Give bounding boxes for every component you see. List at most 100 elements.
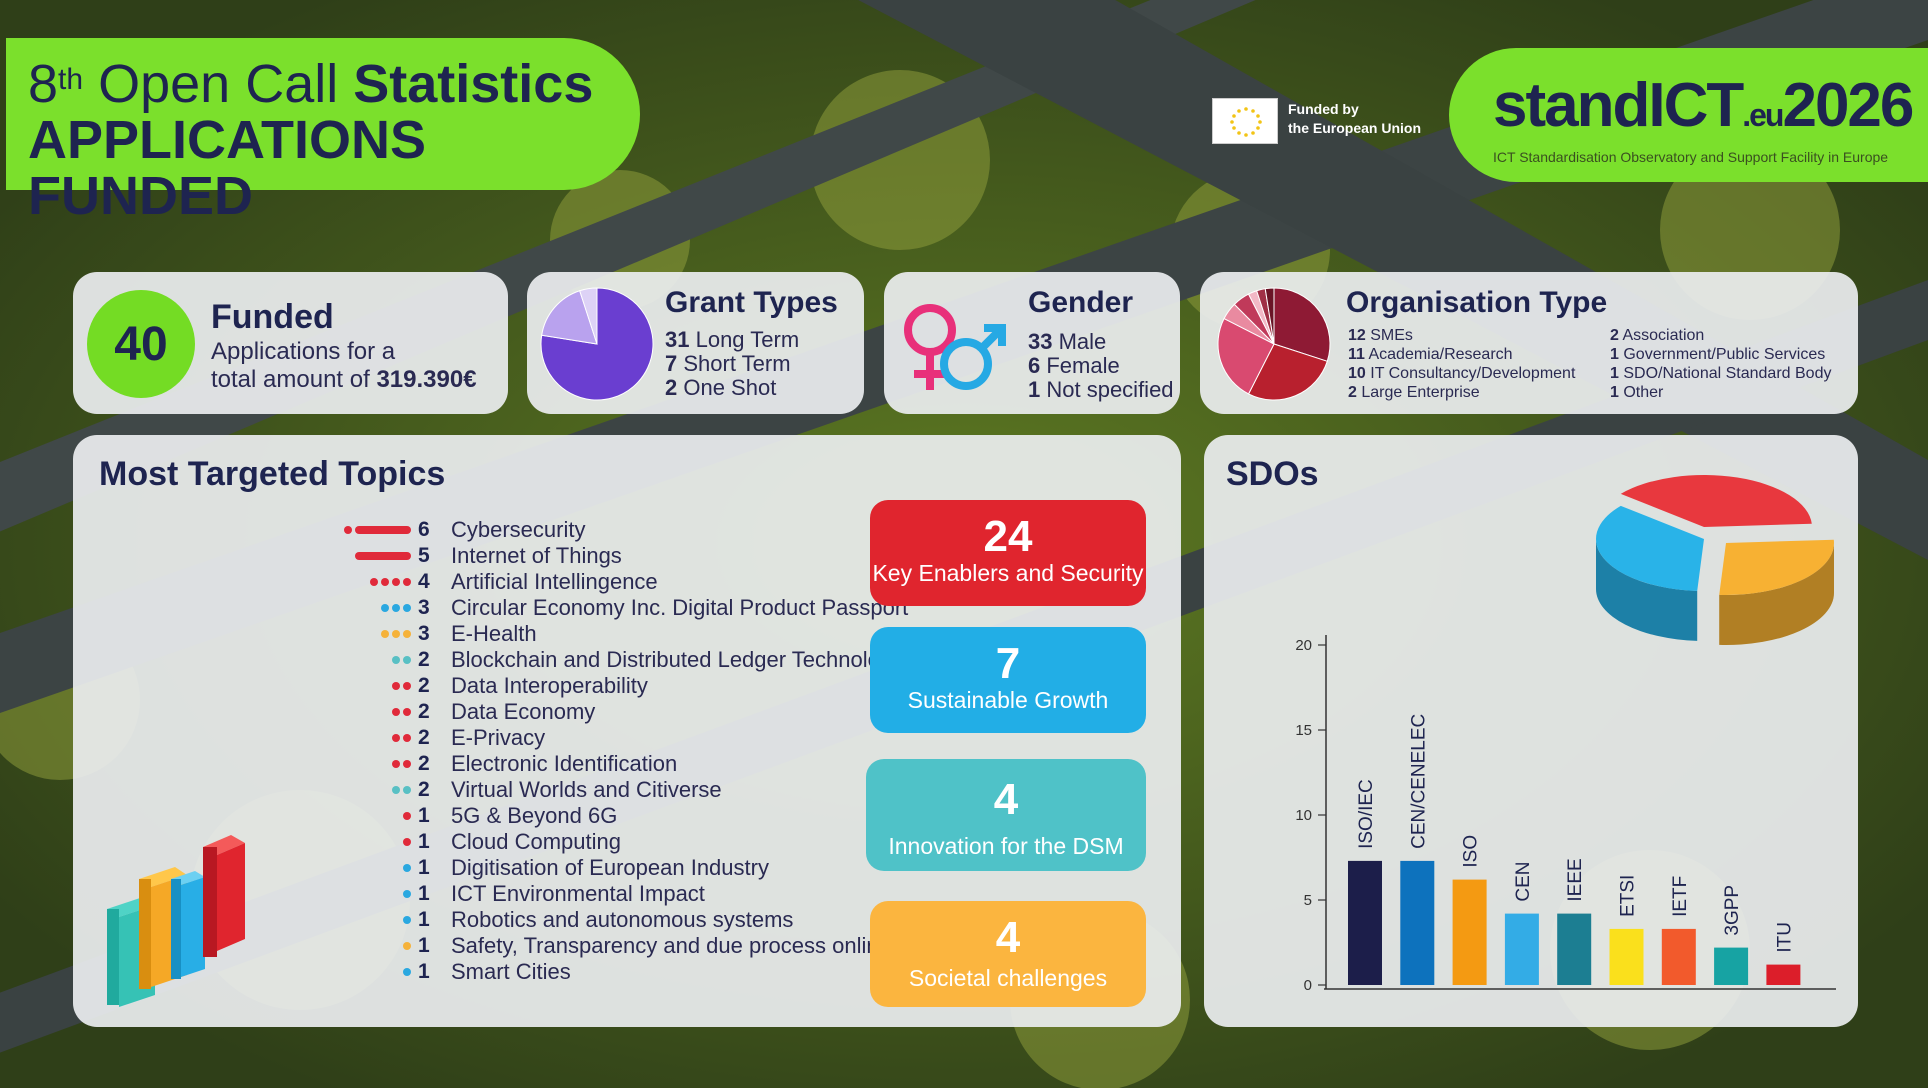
category-label: Innovation for the DSM <box>888 833 1124 859</box>
gender-list: 33 Male 6 Female 1 Not specified <box>1028 330 1174 402</box>
topic-count: 1 <box>418 908 430 931</box>
sdo-bar-label: CEN <box>1513 861 1534 901</box>
category-count: 4 <box>993 775 1019 824</box>
topic-row: 6 Cybersecurity <box>73 517 873 543</box>
topic-count: 5 <box>418 544 430 567</box>
funded-panel: 40 Funded Applications for a total amoun… <box>73 272 508 414</box>
topic-count-marker <box>392 760 411 768</box>
eu-flag-icon <box>1212 98 1278 144</box>
topic-count: 6 <box>418 518 430 541</box>
category-label: Societal challenges <box>908 965 1108 991</box>
topic-row: 1 ICT Environmental Impact <box>73 881 873 907</box>
sdo-bar <box>1452 879 1487 985</box>
topic-label: Data Interoperability <box>451 673 648 698</box>
topic-count-marker <box>403 838 411 846</box>
topic-label: E-Health <box>451 621 537 646</box>
topic-count: 2 <box>418 674 430 697</box>
title-banner: 8th Open Call Statistics APPLICATIONS FU… <box>6 38 640 224</box>
topic-row: 5 Internet of Things <box>73 543 873 569</box>
grant-types-panel: Grant Types 31 Long Term 7 Short Term 2 On… <box>527 272 864 414</box>
topic-count-marker <box>403 942 411 950</box>
topic-count: 1 <box>418 830 430 853</box>
topic-count: 2 <box>418 648 430 671</box>
sdo-bar <box>1714 947 1749 985</box>
sdos-panel: SDOs 0 5 10 15 20 ISO/IEC CEN/CENELEC ISO CEN IEE… <box>1204 435 1858 1027</box>
y-tick-label: 5 <box>1304 892 1312 909</box>
topic-row: 1 Cloud Computing <box>73 829 873 855</box>
sdo-bar-label: ISO/IEC <box>1356 779 1377 849</box>
funded-count: 40 <box>114 317 168 371</box>
grant-types-title: Grant Types <box>665 286 838 319</box>
sdo-bar <box>1348 860 1382 985</box>
topic-count-marker <box>392 656 411 664</box>
topic-count-marker <box>381 630 411 638</box>
topic-count-marker <box>355 552 411 560</box>
topic-label: Robotics and autonomous systems <box>451 907 794 932</box>
topic-count-marker <box>403 968 411 976</box>
sdo-bar <box>1504 913 1539 985</box>
y-tick-label: 15 <box>1295 722 1312 739</box>
sdo-bar <box>1609 928 1644 985</box>
topic-label: E-Privacy <box>451 725 546 750</box>
topic-row: 1 Smart Cities <box>73 959 873 985</box>
topics-title: Most Targeted Topics <box>99 455 446 493</box>
category-count: 4 <box>995 913 1021 962</box>
funded-by-eu-text: Funded by the European Union <box>1288 101 1421 136</box>
y-tick-label: 0 <box>1304 977 1312 994</box>
topic-label: Internet of Things <box>451 543 622 568</box>
topic-row: 2 Electronic Identification <box>73 751 873 777</box>
sdo-bar <box>1661 928 1696 985</box>
topic-label: Artificial Intellingence <box>451 569 658 594</box>
title-line-1: 8th Open Call Statistics <box>28 54 594 114</box>
topics-list: 6 Cybersecurity 5 Internet of Things 4 Artifi… <box>73 517 920 997</box>
funded-title: Funded <box>211 298 334 336</box>
sdos-pie-slice <box>1596 505 1704 641</box>
topic-count-marker <box>381 604 411 612</box>
topic-row: 2 E-Privacy <box>73 725 873 751</box>
topic-row: 2 Data Economy <box>73 699 873 725</box>
topic-row: 1 5G & Beyond 6G <box>73 803 873 829</box>
topic-label: 5G & Beyond 6G <box>451 803 618 828</box>
topic-count: 2 <box>418 778 430 801</box>
topic-count-marker <box>403 916 411 924</box>
gender-item: 1 Not specified <box>1028 377 1174 402</box>
y-tick-label: 20 <box>1295 637 1312 654</box>
topic-label: Circular Economy Inc. Digital Product Pa… <box>451 595 909 620</box>
topic-row: 3 E-Health <box>73 621 873 647</box>
topic-count: 2 <box>418 726 430 749</box>
sdos-3d-pie <box>1596 475 1834 645</box>
topic-count-marker <box>403 812 411 820</box>
topic-count: 1 <box>418 934 430 957</box>
sdo-bar <box>1400 860 1435 985</box>
category-label: Key Enablers and Security <box>872 560 1144 586</box>
gender-title: Gender <box>1028 286 1134 319</box>
organisation-type-item: 2 Large Enterprise <box>1348 384 1480 401</box>
y-tick-label: 10 <box>1295 807 1312 824</box>
sdo-bar-label: IEEE <box>1565 858 1586 901</box>
organisation-type-item: 2 Association <box>1610 327 1705 344</box>
topic-count-marker <box>392 708 411 716</box>
grant-types-list: 31 Long Term 7 Short Term 2 One Shot <box>665 328 799 400</box>
topic-label: Digitisation of European Industry <box>451 855 769 880</box>
topic-count-marker <box>344 526 411 534</box>
category-box: 24 Key Enablers and Security <box>870 500 1146 606</box>
topic-count-marker <box>392 682 411 690</box>
bar-chart-decoration-icon <box>107 835 245 1007</box>
topic-row: 1 Digitisation of European Industry <box>73 855 873 881</box>
funded-line-1: Applications for a <box>211 338 396 365</box>
organisation-type-title: Organisation Type <box>1346 286 1608 319</box>
gender-item: 33 Male <box>1028 329 1107 354</box>
topic-label: Virtual Worlds and Citiverse <box>451 777 722 802</box>
topic-count: 4 <box>418 570 430 593</box>
organisation-type-pie-slice <box>1247 343 1328 401</box>
topic-count: 1 <box>418 856 430 879</box>
topic-row: 3 Circular Economy Inc. Digital Product P… <box>73 595 908 621</box>
organisation-type-list-left: 12 SMEs 11 Academia/Research 10 IT Consult… <box>1348 326 1575 402</box>
organisation-type-pie-slice <box>1264 287 1275 345</box>
grant-type-item: 7 Short Term <box>665 351 791 376</box>
grant-type-item: 31 Long Term <box>665 327 800 352</box>
category-box: 7 Sustainable Growth <box>870 627 1146 733</box>
funded-amount: 319.390€ <box>376 366 477 393</box>
topic-label: Cloud Computing <box>451 829 621 854</box>
organisation-type-item: 1 Government/Public Services <box>1610 346 1826 363</box>
